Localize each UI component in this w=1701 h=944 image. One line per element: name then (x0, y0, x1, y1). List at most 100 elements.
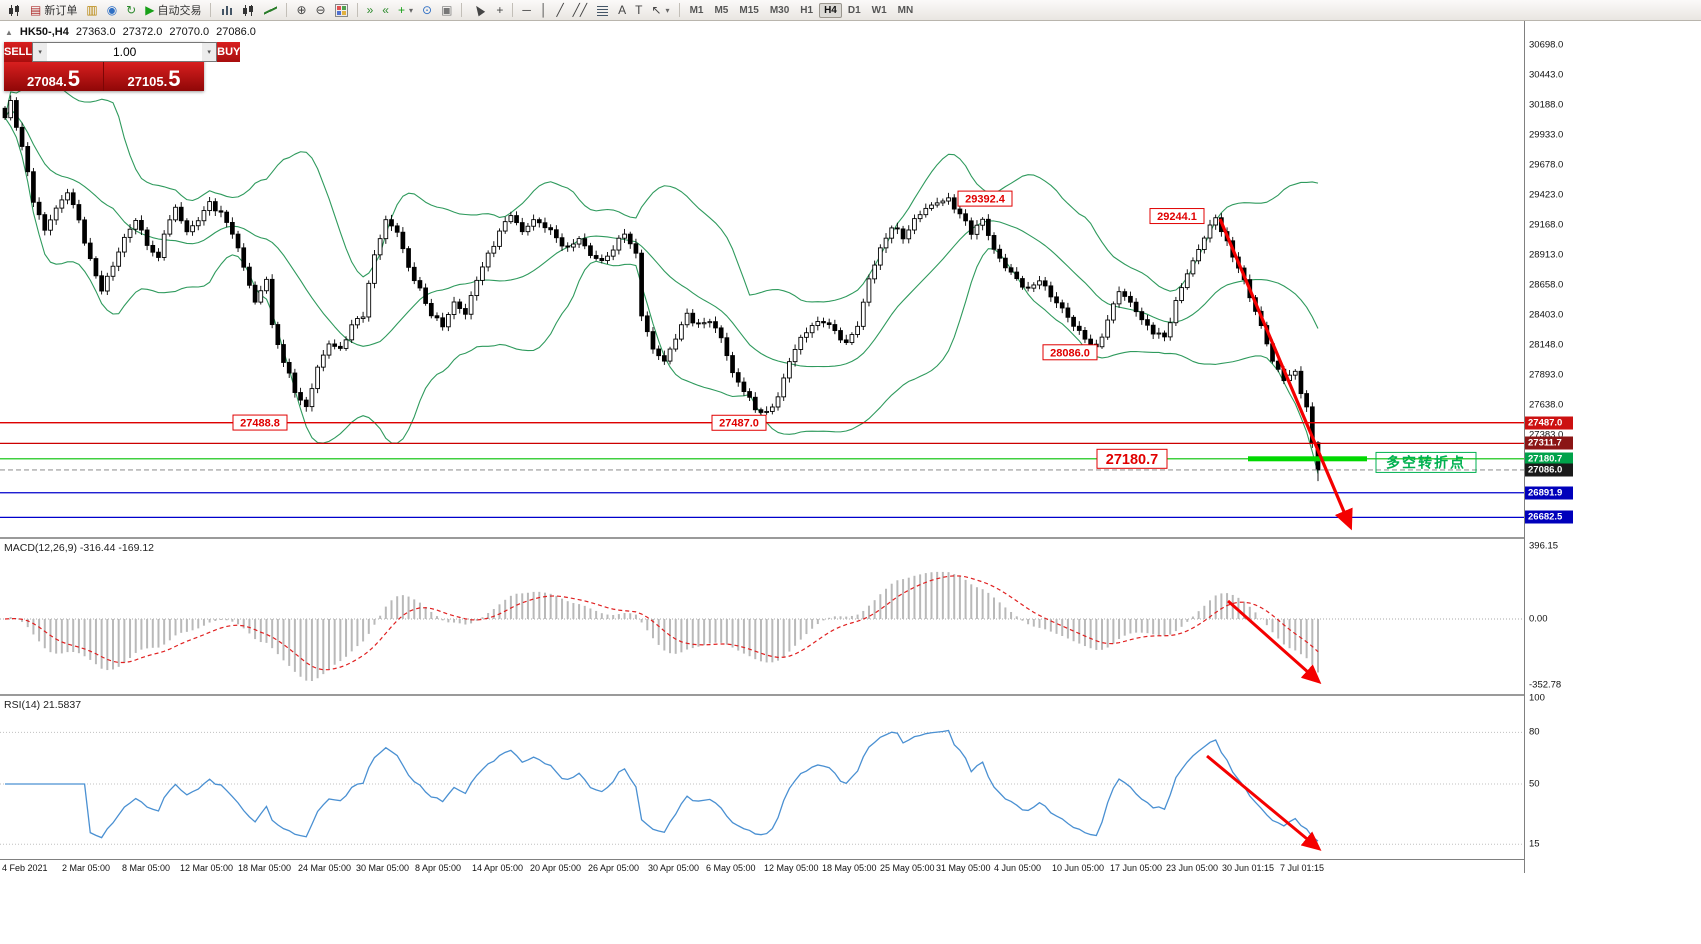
candlesticks (2, 95, 1321, 482)
panel-divider[interactable] (0, 694, 1572, 696)
timeframe-d1-button[interactable]: D1 (847, 4, 861, 16)
sell-price-main: 27084. (26, 74, 67, 89)
rsi-scale-label: 100 (1529, 692, 1545, 704)
market-depth-icon[interactable]: ◉ (103, 1, 121, 19)
candlestick-chart-icon[interactable] (238, 1, 259, 19)
label-icon[interactable]: T (631, 1, 646, 19)
timeframe-m15-button[interactable]: M15 (739, 4, 759, 16)
cursor-icon[interactable] (467, 1, 491, 19)
buy-price[interactable]: 27105. 5 (104, 62, 204, 91)
toolbar-separator (461, 3, 463, 17)
panel-divider[interactable] (0, 537, 1572, 539)
charts-list-icon[interactable]: ▥ (82, 1, 101, 19)
ohlc-low: 27070.0 (169, 26, 210, 38)
timeframe-m30-button[interactable]: M30 (769, 4, 790, 16)
annotation-label[interactable]: 多空转折点 (1375, 451, 1477, 473)
market-depth-icon: ◉ (106, 3, 118, 17)
timeframe-m1-button[interactable]: M1 (689, 4, 704, 16)
arrows-tool-icon[interactable]: ↖ ▾ (647, 1, 673, 19)
macd-indicator-label: MACD(12,26,9) -316.44 -169.12 (4, 542, 154, 554)
trend-arrow[interactable] (1218, 218, 1353, 531)
line-chart-icon[interactable] (260, 1, 281, 19)
rsi-panel[interactable] (0, 696, 1524, 858)
timeframe-h1-button[interactable]: H1 (800, 4, 814, 16)
svg-text:27487.0: 27487.0 (719, 418, 759, 430)
ohlc-open: 27363.0 (75, 26, 116, 38)
fibonacci-icon (596, 3, 610, 17)
new-chart-button[interactable]: + ▾ (394, 1, 417, 19)
chart-properties-icon[interactable]: ▣ (437, 1, 456, 19)
bar-chart-icon[interactable] (216, 1, 237, 19)
bar-chart-icon (220, 3, 234, 17)
auto-trading-button[interactable]: ▶ 自动交易 (141, 1, 205, 19)
period-icon[interactable]: ⊙ (418, 1, 436, 19)
price-chart[interactable]: 29392.4 29244.1 28086.0 27488.8 27487.0 27180… (0, 21, 1524, 537)
volume-decrease-button[interactable]: ▾ (33, 43, 48, 61)
tile-windows-icon[interactable] (331, 1, 352, 19)
time-axis-label: 8 Apr 05:00 (415, 863, 462, 873)
zoom-out-icon[interactable]: ⊖ (312, 1, 330, 19)
auto-trading-button: ▶ (145, 3, 155, 17)
trendline-icon[interactable]: ╱ (552, 1, 567, 19)
price-scale-label: 30188.0 (1529, 99, 1564, 111)
price-scale-marker: 27311.7 (1525, 436, 1573, 450)
chart-shift-icon: « (382, 3, 389, 17)
price-scale-marker: 27086.0 (1525, 463, 1573, 477)
price-label[interactable]: 28086.0 (1042, 344, 1098, 361)
timeframe-w1-button[interactable]: W1 (871, 4, 887, 16)
fibonacci-icon[interactable] (592, 1, 613, 19)
price-label[interactable]: 27488.8 (232, 414, 288, 431)
volume-increase-button[interactable]: ▾ (202, 43, 217, 61)
price-scale-label: 27893.0 (1529, 369, 1564, 381)
macd-trend-arrow[interactable] (1227, 599, 1322, 684)
line-chart-icon (264, 3, 278, 17)
timeframe-m5-button[interactable]: M5 (714, 4, 729, 16)
time-axis-label: 12 May 05:00 (764, 863, 819, 873)
rsi-indicator-label: RSI(14) 21.5837 (4, 699, 82, 711)
sell-button[interactable]: SELL (4, 42, 33, 62)
chart-properties-icon: ▣ (441, 3, 453, 17)
time-axis[interactable]: 4 Feb 2021 2 Mar 05:00 8 Mar 05:00 12 Mar 0… (0, 859, 1572, 875)
svg-text:29244.1: 29244.1 (1157, 211, 1197, 223)
price-label[interactable]: 29244.1 (1149, 208, 1205, 225)
time-axis-label: 6 May 05:00 (706, 863, 756, 873)
toolbar-separator (286, 3, 288, 17)
buy-price-big-digit: 5 (168, 66, 181, 92)
horizontal-line-icon[interactable]: ─ (518, 1, 535, 19)
time-axis-label: 24 Mar 05:00 (298, 863, 352, 873)
timeframe-mn-button[interactable]: MN (897, 4, 914, 16)
rsi-trend-arrow[interactable] (1206, 754, 1322, 851)
price-scale-label: 29168.0 (1529, 219, 1564, 231)
channel-icon[interactable]: ╱╱ (569, 1, 591, 19)
volume-input[interactable] (47, 43, 203, 61)
crosshair-icon: + (496, 3, 504, 17)
price-label[interactable]: 27180.7 (1096, 448, 1168, 469)
zoom-in-icon[interactable]: ⊕ (292, 1, 310, 19)
refresh-icon[interactable]: ↻ (122, 1, 140, 19)
time-axis-label: 10 Jun 05:00 (1052, 863, 1105, 873)
text-icon[interactable]: A (614, 1, 630, 19)
auto-trading-button-label: 自动交易 (157, 5, 202, 17)
app-icon (8, 3, 21, 17)
price-scale[interactable]: 30698.0 30443.0 30188.0 29933.0 29678.0 29423… (1524, 21, 1573, 873)
toolbar-separator (356, 3, 358, 17)
channel-icon: ╱╱ (572, 3, 588, 17)
auto-scroll-icon[interactable]: » (363, 1, 378, 19)
price-label[interactable]: 29392.4 (957, 190, 1013, 207)
highlight-segment[interactable] (1248, 456, 1367, 462)
price-scale-marker: 27180.7 (1525, 452, 1573, 466)
new-order-button[interactable]: ▤ 新订单 (26, 1, 81, 19)
svg-text:27180.7: 27180.7 (1106, 452, 1158, 468)
sell-price[interactable]: 27084. 5 (4, 62, 104, 91)
timeframe-h4-button[interactable]: H4 (819, 2, 842, 18)
buy-button[interactable]: BUY (217, 42, 241, 62)
chart-shift-icon[interactable]: « (378, 1, 393, 19)
crosshair-icon[interactable]: + (492, 1, 507, 19)
time-axis-label: 2 Mar 05:00 (62, 863, 111, 873)
macd-panel[interactable] (0, 539, 1524, 694)
app-icon[interactable] (4, 1, 25, 19)
svg-text:29392.4: 29392.4 (965, 194, 1006, 206)
vertical-line-icon[interactable]: │ (536, 1, 552, 19)
price-scale-label: 28913.0 (1529, 249, 1564, 261)
price-label[interactable]: 27487.0 (711, 414, 767, 431)
